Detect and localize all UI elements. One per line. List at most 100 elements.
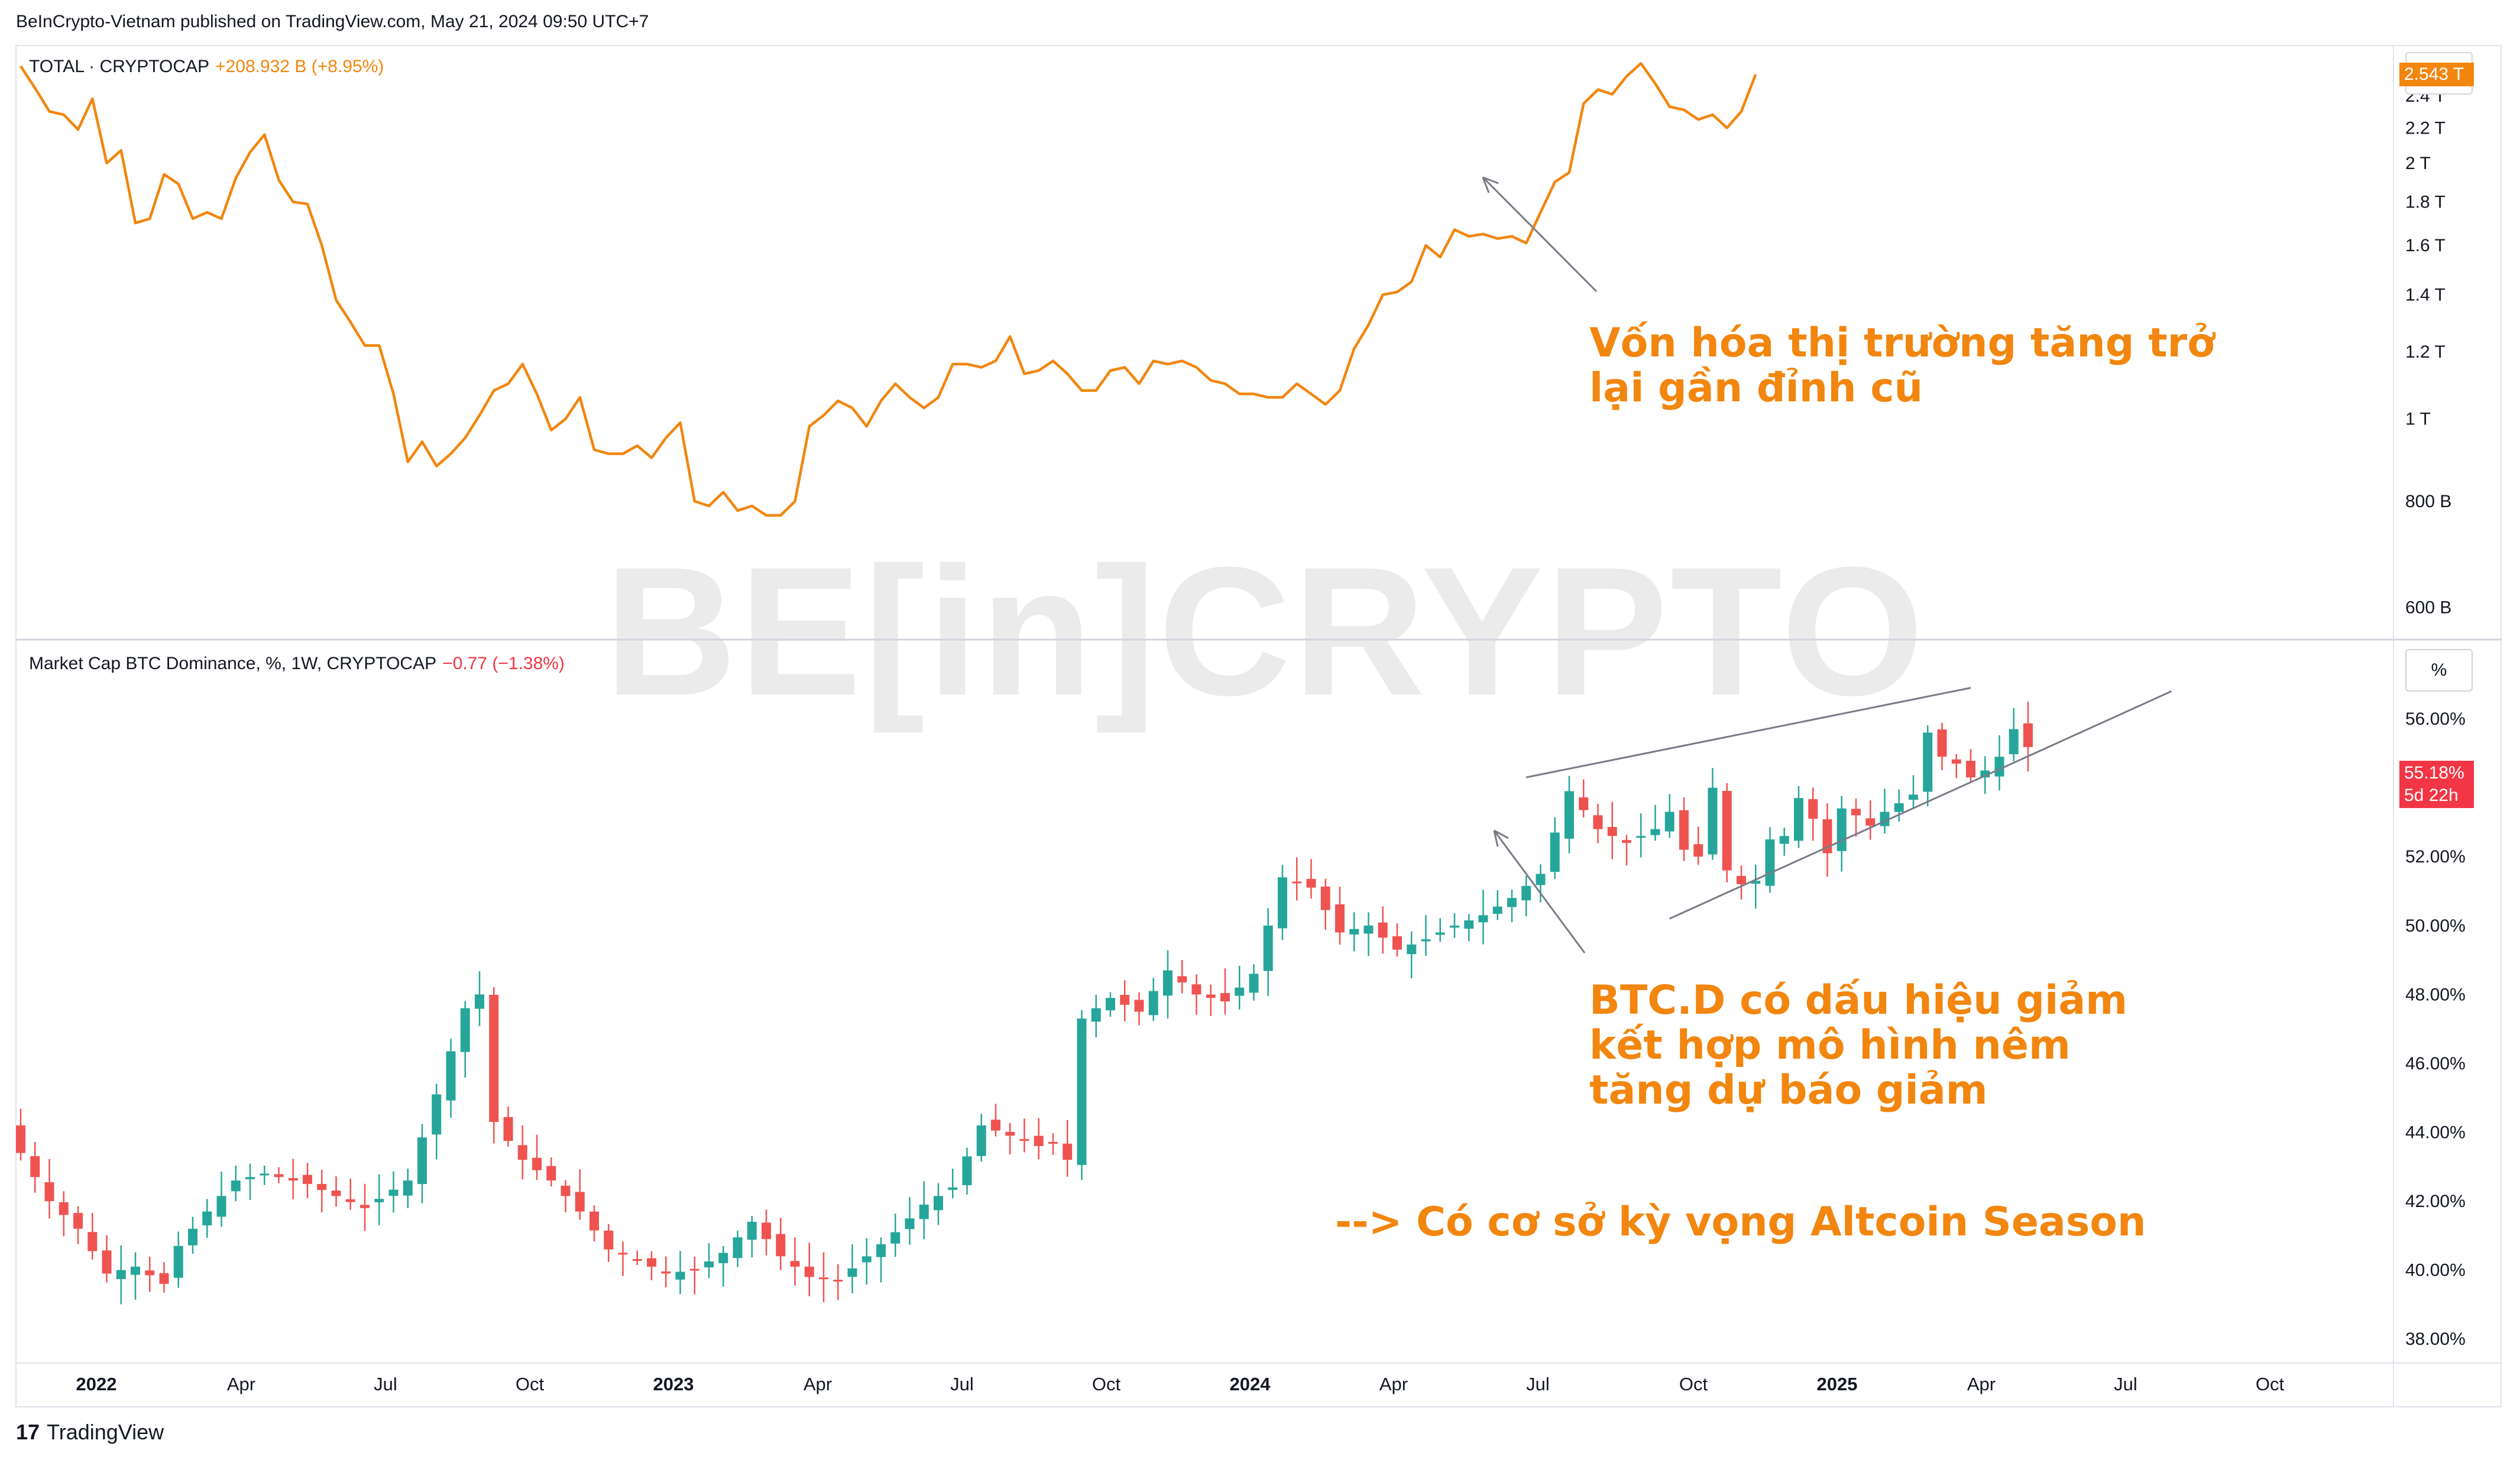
top-pane-series bbox=[20, 61, 1757, 517]
bottom-pane-candles bbox=[16, 702, 2033, 1305]
candle-body bbox=[1220, 993, 1230, 1001]
candle-body bbox=[1120, 995, 1130, 1005]
candle-body bbox=[1378, 922, 1388, 938]
candle-body bbox=[1177, 976, 1187, 982]
time-tick: Oct bbox=[1092, 1374, 1121, 1394]
candle-body bbox=[446, 1051, 456, 1101]
bottom-price-tick: 50.00% bbox=[2405, 916, 2466, 936]
candle-body bbox=[1407, 944, 1417, 955]
tradingview-logo-icon: 17 bbox=[16, 1420, 40, 1444]
candle-body bbox=[44, 1182, 54, 1202]
candle-body bbox=[145, 1270, 155, 1276]
time-tick: Oct bbox=[1679, 1374, 1708, 1394]
candle-body bbox=[102, 1250, 112, 1274]
time-tick: Apr bbox=[804, 1374, 832, 1394]
candle-body bbox=[1980, 770, 1990, 778]
candle-body bbox=[73, 1213, 83, 1229]
bottom-unit-button[interactable]: % bbox=[2405, 649, 2473, 692]
bottom-price-tick: 46.00% bbox=[2405, 1054, 2466, 1073]
candle-body bbox=[16, 1125, 25, 1153]
candle-body bbox=[1593, 815, 1603, 829]
candle-body bbox=[1808, 799, 1818, 819]
annotation-market-cap-line2: lại gần đỉnh cũ bbox=[1589, 365, 1923, 411]
watermark-text: BE[in]CRYPTO bbox=[604, 528, 1926, 735]
candle-body bbox=[59, 1202, 69, 1215]
time-tick: Jul bbox=[2114, 1374, 2137, 1394]
top-price-tick: 2 T bbox=[2405, 154, 2431, 173]
candle-body bbox=[274, 1174, 284, 1177]
top-price-tick: 1.4 T bbox=[2405, 286, 2445, 305]
candle-body bbox=[675, 1271, 685, 1280]
candle-body bbox=[475, 994, 484, 1009]
candle-body bbox=[1048, 1141, 1058, 1144]
candle-body bbox=[2009, 729, 2019, 754]
candle-body bbox=[1306, 878, 1316, 888]
candle-body bbox=[417, 1137, 427, 1185]
top-price-tick: 1 T bbox=[2405, 410, 2431, 429]
candle-body bbox=[1450, 925, 1459, 928]
time-tick: 2024 bbox=[1230, 1374, 1271, 1394]
candle-body bbox=[1235, 987, 1245, 996]
candle-body bbox=[1278, 877, 1287, 929]
bottom-price-tick: 52.00% bbox=[2405, 847, 2466, 867]
candle-body bbox=[747, 1222, 757, 1240]
bottom-price-tick: 40.00% bbox=[2405, 1261, 2466, 1280]
candle-body bbox=[575, 1192, 585, 1212]
candle-body bbox=[1765, 839, 1775, 886]
candle-body bbox=[1435, 932, 1445, 935]
candle-body bbox=[1708, 787, 1718, 855]
bottom-legend-change: −0.77 (−1.38%) bbox=[442, 654, 565, 673]
market-cap-line bbox=[20, 61, 1757, 517]
candle-body bbox=[517, 1145, 527, 1160]
candle-body bbox=[1249, 974, 1259, 993]
candle-body bbox=[460, 1008, 470, 1052]
candle-body bbox=[288, 1178, 298, 1181]
candle-body bbox=[561, 1185, 571, 1196]
candle-body bbox=[88, 1232, 98, 1251]
candle-body bbox=[1607, 826, 1617, 836]
candle-body bbox=[718, 1253, 728, 1264]
candle-body bbox=[303, 1175, 312, 1184]
candle-body bbox=[1579, 797, 1589, 810]
candle-body bbox=[919, 1204, 929, 1219]
candle-body bbox=[1392, 936, 1402, 950]
candle-body bbox=[503, 1117, 513, 1141]
candle-body bbox=[632, 1259, 642, 1261]
candle-body bbox=[1693, 844, 1703, 857]
candle-body bbox=[1521, 885, 1531, 901]
top-price-tick: 1.2 T bbox=[2405, 342, 2445, 362]
candle-body bbox=[1822, 819, 1832, 854]
candle-body bbox=[1894, 803, 1904, 812]
top-price-tick: 600 B bbox=[2405, 598, 2451, 618]
candle-body bbox=[948, 1187, 958, 1190]
candle-body bbox=[689, 1269, 699, 1271]
candle-body bbox=[704, 1261, 714, 1268]
candle-body bbox=[1937, 729, 1947, 757]
time-axis: 2022 Apr Jul Oct 2023 Apr Jul Oct 2024 Apr Jul Oct 2… bbox=[76, 1374, 2285, 1394]
candle-body bbox=[1363, 925, 1374, 934]
candle-body bbox=[618, 1253, 628, 1255]
time-tick: 2025 bbox=[1817, 1374, 1858, 1394]
candle-body bbox=[976, 1125, 986, 1156]
candle-body bbox=[733, 1237, 743, 1258]
annotation-btc-dominance-line2: kết hợp mô hình nêm bbox=[1589, 1022, 2071, 1069]
candle-body bbox=[1779, 836, 1789, 844]
candle-body bbox=[1622, 840, 1631, 843]
watermark: BE[in]CRYPTO bbox=[604, 528, 1926, 735]
bottom-last-price: 55.18% bbox=[2404, 763, 2464, 783]
candle-body bbox=[647, 1258, 656, 1267]
time-tick: 2023 bbox=[653, 1374, 694, 1394]
candle-body bbox=[1636, 836, 1646, 838]
candle-body bbox=[1507, 898, 1517, 907]
top-price-axis: 2.6 T2.4 T2.2 T2 T1.8 T1.6 T1.4 T1.2 T1 … bbox=[2405, 57, 2451, 618]
candle-body bbox=[1163, 970, 1172, 996]
candle-body bbox=[403, 1180, 413, 1196]
candle-body bbox=[991, 1120, 1000, 1131]
tradingview-footer[interactable]: 17 TradingView bbox=[16, 1420, 164, 1445]
bottom-price-axis: 56.00%54.00%52.00%50.00%48.00%46.00%44.0… bbox=[2405, 709, 2466, 1349]
top-legend-symbol: TOTAL · CRYPTOCAP bbox=[29, 57, 210, 76]
candle-body bbox=[1034, 1136, 1044, 1146]
annotation-btc-dominance-line1: BTC.D có dấu hiệu giảm bbox=[1589, 977, 2128, 1024]
time-tick: Apr bbox=[1379, 1374, 1408, 1394]
candle-body bbox=[589, 1211, 599, 1231]
